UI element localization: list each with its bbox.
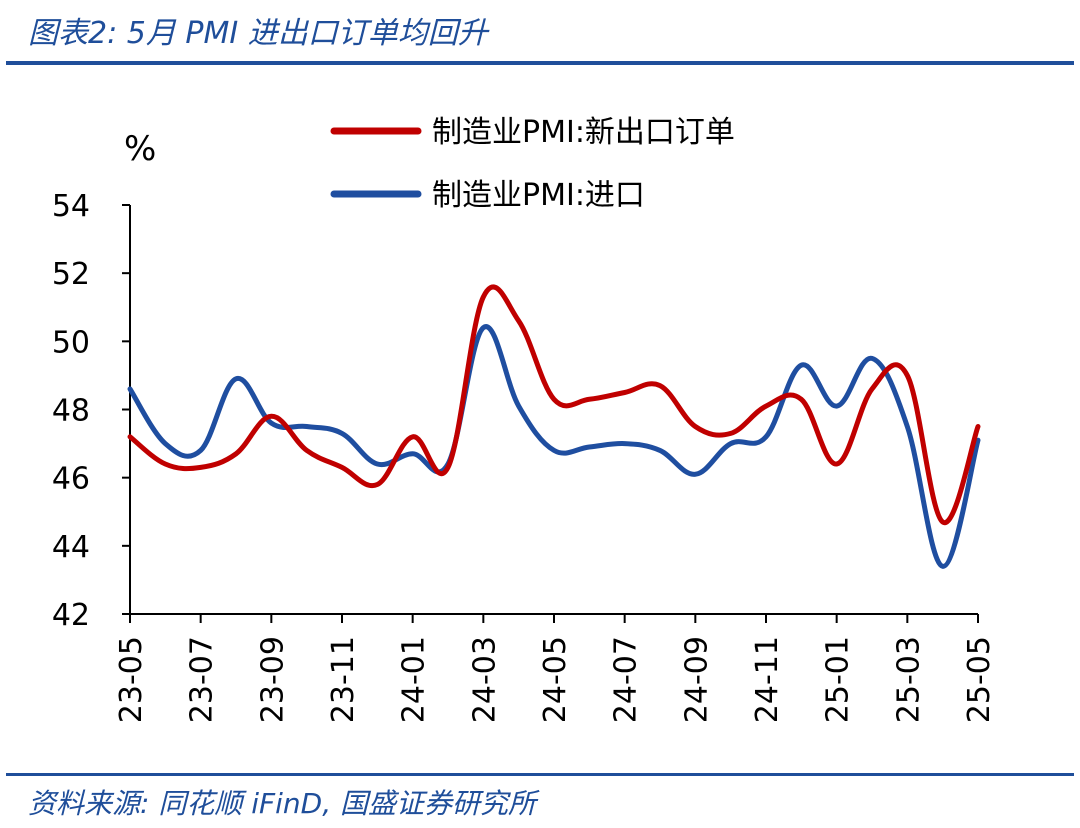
y-tick-label: 42 [52, 598, 90, 633]
series-line-new-export-orders [127, 284, 981, 525]
legend-label: 制造业PMI:新出口订单 [432, 115, 735, 150]
y-tick-label: 46 [52, 462, 90, 497]
legend-label: 制造业PMI:进口 [432, 178, 645, 213]
line-chart: 42 44 46 48 50 52 54 23-05 23-07 23-09 23-11 24-01 2… [52, 115, 997, 723]
chart-axes: 42 44 46 48 50 52 54 23-05 23-07 23-09 23-11 24-01 2… [52, 189, 997, 723]
x-tick-label: 23-09 [255, 636, 290, 723]
x-tick-label: 25-01 [821, 636, 856, 723]
chart-series [127, 284, 981, 569]
y-tick-label: 48 [52, 394, 90, 429]
series-line-imports [127, 324, 981, 569]
x-tick-label: 25-05 [962, 636, 997, 723]
y-tick-label: 50 [52, 325, 90, 360]
x-tick-label: 24-01 [397, 636, 432, 723]
x-tick-label: 24-07 [609, 636, 644, 723]
source-divider [6, 773, 1074, 776]
x-tick-label: 25-03 [891, 636, 926, 723]
x-tick-label: 24-09 [679, 636, 714, 723]
y-tick-label: 44 [52, 530, 90, 565]
x-tick-label: 23-05 [114, 636, 149, 723]
x-tick-label: 24-03 [467, 636, 502, 723]
x-tick-label: 24-11 [750, 636, 785, 723]
y-tick-label: 52 [52, 257, 90, 292]
y-tick-label: 54 [52, 189, 90, 224]
source-note: 资料来源: 同花顺 iFinD, 国盛证券研究所 [28, 787, 537, 820]
x-tick-label: 23-11 [326, 636, 361, 723]
y-axis-unit-label: % [124, 129, 156, 169]
title-divider [6, 61, 1074, 65]
figure-title: 图表2: 5月 PMI 进出口订单均回升 [28, 16, 488, 51]
x-tick-label: 23-07 [185, 636, 220, 723]
x-tick-label: 24-05 [538, 636, 573, 723]
